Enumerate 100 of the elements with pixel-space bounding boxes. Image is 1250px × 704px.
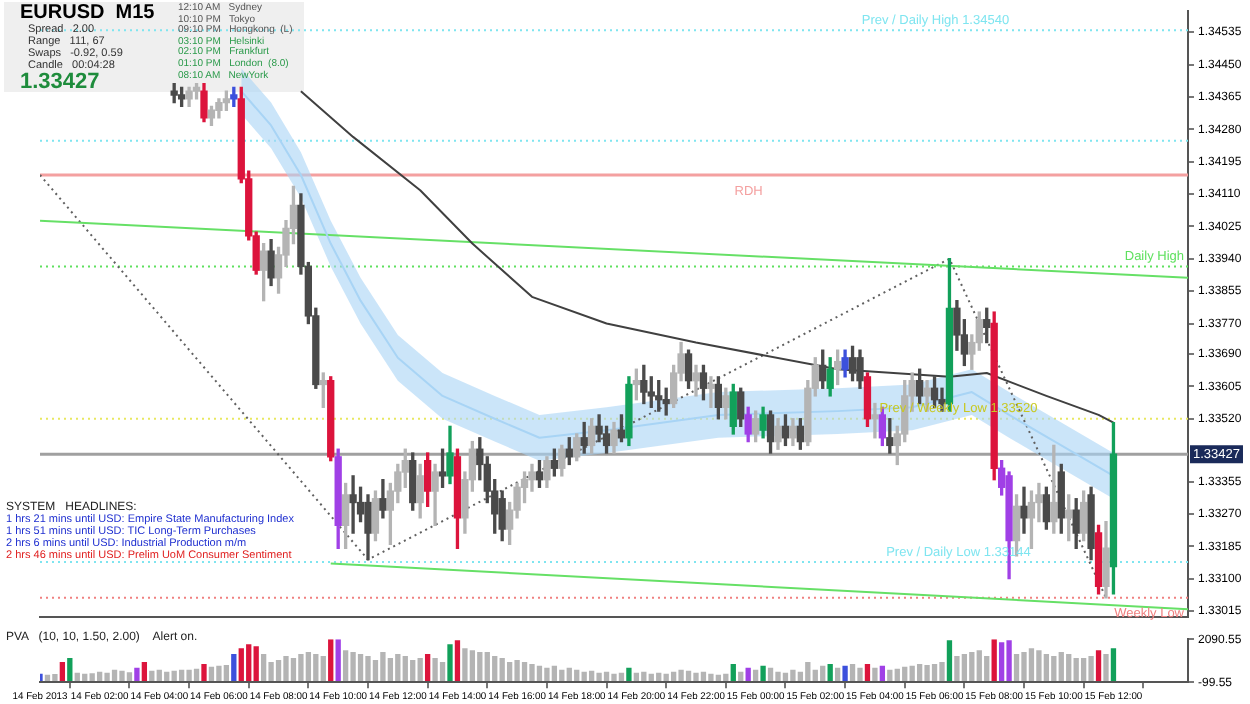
bar xyxy=(335,639,341,681)
bar xyxy=(745,667,751,681)
bar xyxy=(574,669,580,681)
bar xyxy=(246,644,252,681)
bar xyxy=(260,654,267,681)
bar xyxy=(544,667,550,681)
bar xyxy=(730,663,736,681)
bar xyxy=(700,671,707,681)
bar xyxy=(477,652,483,681)
bar xyxy=(529,663,535,681)
bar xyxy=(805,661,811,681)
bar xyxy=(849,663,856,681)
bar xyxy=(164,671,170,681)
bar xyxy=(1028,648,1035,681)
bar xyxy=(1110,648,1117,681)
bar xyxy=(417,658,423,681)
bar xyxy=(253,646,259,681)
bar xyxy=(827,663,833,681)
bar xyxy=(961,654,968,681)
bar xyxy=(89,673,95,681)
bar xyxy=(693,672,699,681)
annotation: 1.33427 xyxy=(20,70,100,94)
candlestick xyxy=(871,402,879,439)
bar xyxy=(387,658,394,681)
bar xyxy=(149,670,155,681)
bar xyxy=(902,666,908,681)
bar xyxy=(879,665,886,681)
candlestick xyxy=(707,376,715,408)
bar xyxy=(1021,652,1027,681)
bar xyxy=(916,663,923,681)
bar xyxy=(1066,654,1072,681)
bar xyxy=(775,671,781,681)
bar xyxy=(1080,658,1087,681)
bar xyxy=(954,656,960,681)
bar xyxy=(752,669,759,681)
bar xyxy=(141,661,148,681)
bar xyxy=(320,656,326,681)
bar xyxy=(1036,650,1042,681)
bar xyxy=(670,671,677,681)
bar xyxy=(894,668,900,681)
bar xyxy=(208,666,215,681)
bar xyxy=(268,661,274,681)
bar xyxy=(44,674,51,681)
bar xyxy=(380,652,386,681)
bar xyxy=(1073,658,1079,681)
bar xyxy=(67,658,73,681)
bar xyxy=(365,656,371,681)
bar xyxy=(685,670,692,681)
bar xyxy=(193,668,200,681)
bar xyxy=(969,652,975,681)
bar xyxy=(656,672,662,681)
bar xyxy=(536,665,543,681)
bar xyxy=(767,667,774,681)
bar xyxy=(462,648,468,681)
bar xyxy=(1013,654,1020,681)
bar xyxy=(111,669,118,681)
bar xyxy=(581,671,587,681)
bar xyxy=(633,672,640,681)
annotation: EURUSD M15 xyxy=(20,2,155,24)
candlestick xyxy=(349,475,357,534)
bar xyxy=(313,654,319,681)
bar xyxy=(887,669,893,681)
bar xyxy=(342,650,349,681)
bar xyxy=(357,654,364,681)
bar xyxy=(946,640,953,681)
bar xyxy=(723,673,729,681)
bar xyxy=(499,658,505,681)
bar xyxy=(603,671,610,681)
candlestick xyxy=(1020,486,1028,534)
bar xyxy=(126,672,133,681)
bar xyxy=(1088,656,1094,681)
bar xyxy=(1051,656,1057,681)
bar xyxy=(611,673,617,681)
bar xyxy=(782,672,789,681)
bar xyxy=(290,658,297,681)
bar xyxy=(820,665,826,681)
bar xyxy=(52,674,58,681)
bar xyxy=(1043,654,1050,681)
bar xyxy=(238,648,244,681)
bar xyxy=(931,663,938,681)
bar xyxy=(559,669,565,681)
bar xyxy=(842,665,848,681)
bar xyxy=(1006,640,1012,681)
bar xyxy=(119,670,125,681)
bar xyxy=(596,672,602,681)
bar xyxy=(1095,650,1102,681)
bar xyxy=(991,639,997,681)
bar xyxy=(186,669,192,681)
bar xyxy=(201,663,207,681)
bar xyxy=(834,667,841,681)
bar xyxy=(171,670,177,681)
bar xyxy=(648,673,654,681)
bar xyxy=(998,642,1005,681)
bar xyxy=(812,669,818,681)
bar xyxy=(424,654,431,681)
bar xyxy=(492,656,498,681)
bar xyxy=(283,656,289,681)
bar xyxy=(298,654,304,681)
bar xyxy=(372,659,379,681)
bar xyxy=(738,671,744,681)
